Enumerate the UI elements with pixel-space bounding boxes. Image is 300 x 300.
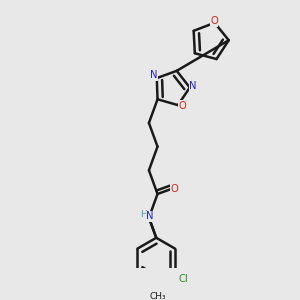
Text: N: N xyxy=(146,211,154,221)
Text: O: O xyxy=(178,101,186,111)
Text: N: N xyxy=(189,81,197,91)
Text: H: H xyxy=(140,210,146,219)
Text: Cl: Cl xyxy=(178,274,188,284)
Text: O: O xyxy=(170,184,178,194)
Text: CH₃: CH₃ xyxy=(149,292,166,300)
Text: N: N xyxy=(150,70,158,80)
Text: O: O xyxy=(210,16,218,26)
